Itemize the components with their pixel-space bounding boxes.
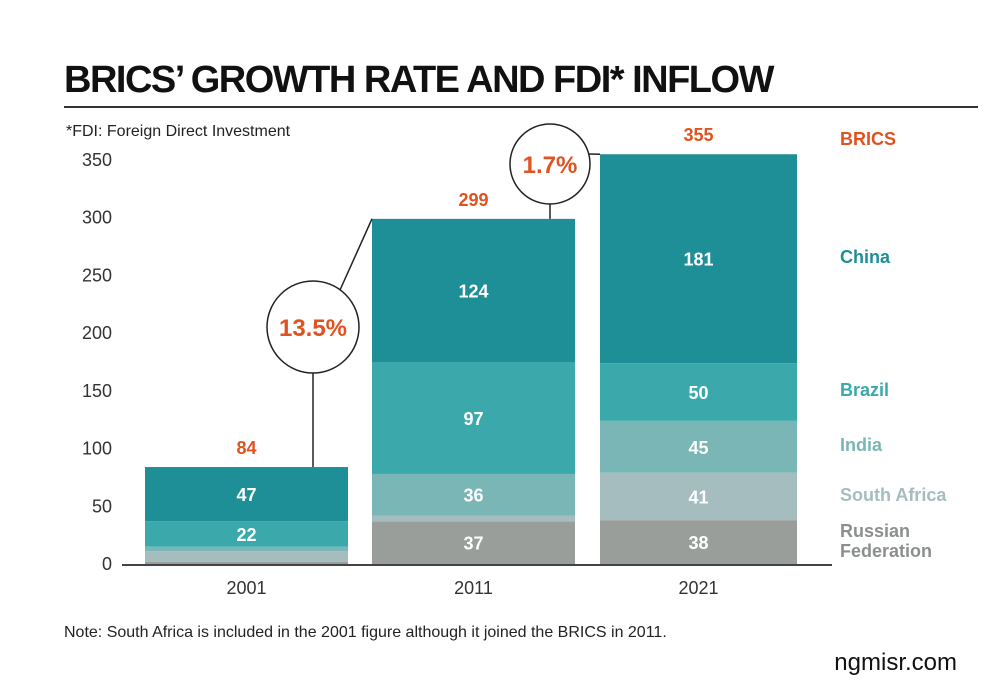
data-label: 181: [683, 250, 713, 270]
total-label: 299: [458, 190, 488, 210]
data-label: 50: [688, 383, 708, 403]
x-tick-label: 2021: [678, 578, 718, 598]
data-label: 41: [688, 487, 708, 507]
callout-connector: [339, 218, 373, 291]
bar-segment-south-africa-2011: [372, 515, 575, 522]
bar-segment-brazil-2011: [372, 362, 575, 474]
y-tick-label: 0: [102, 554, 112, 574]
y-tick-label: 250: [82, 265, 112, 285]
bar-segment-india-2011: [372, 473, 575, 516]
growth-rate-circle: [266, 280, 360, 374]
y-tick-label: 100: [82, 439, 112, 459]
data-label: 97: [463, 409, 483, 429]
chart-note: Note: South Africa is included in the 20…: [64, 624, 667, 641]
growth-rate-label: 1.7%: [523, 152, 578, 179]
chart-title: BRICS’ GROWTH RATE AND FDI* INFLOW: [64, 59, 775, 101]
bar-segment-russian-federation-2001: [145, 561, 348, 564]
bar-segment-south-africa-2021: [600, 472, 797, 521]
y-tick-label: 300: [82, 208, 112, 228]
y-tick-label: 50: [92, 496, 112, 516]
legend-south-africa: South Africa: [840, 485, 947, 505]
growth-rate-label: 13.5%: [279, 315, 347, 342]
legend-brics: BRICS: [840, 129, 896, 149]
bar-segment-south-africa-2001: [145, 551, 348, 562]
growth-rate-circle: [509, 123, 591, 205]
data-label: 36: [463, 486, 483, 506]
bar-segment-russian-federation-2011: [372, 521, 575, 564]
legend-china: China: [840, 247, 891, 267]
y-tick-label: 200: [82, 323, 112, 343]
bar-segment-russian-federation-2021: [600, 520, 797, 564]
watermark: ngmisr.com: [834, 649, 957, 676]
data-label: 37: [463, 534, 483, 554]
data-label: 38: [688, 533, 708, 553]
bar-segment-china-2021: [600, 154, 797, 364]
legend-label-part: Federation: [840, 541, 932, 561]
legend-label-part: Russian: [840, 521, 910, 541]
data-label: 45: [688, 438, 708, 458]
x-tick-label: 2011: [454, 578, 493, 598]
bar-segment-india-2021: [600, 420, 797, 473]
data-label: 47: [236, 485, 256, 505]
y-tick-label: 350: [82, 150, 112, 170]
bar-segment-china-2001: [145, 467, 348, 522]
x-tick-label: 2001: [226, 578, 266, 598]
data-label: 124: [458, 281, 488, 301]
total-label: 355: [683, 125, 713, 145]
legend-india: India: [840, 435, 883, 455]
y-tick-label: 150: [82, 381, 112, 401]
legend-russian-federation: Russian Federation: [840, 521, 932, 561]
legend-brazil: Brazil: [840, 380, 889, 400]
bar-segment-brazil-2001: [145, 521, 348, 547]
data-label: 22: [236, 525, 256, 545]
bar-segment-india-2001: [145, 546, 348, 552]
total-label: 84: [236, 438, 256, 458]
chart-subtitle: *FDI: Foreign Direct Investment: [66, 123, 291, 140]
bar-segment-china-2011: [372, 218, 575, 362]
bar-segment-brazil-2021: [600, 363, 797, 421]
